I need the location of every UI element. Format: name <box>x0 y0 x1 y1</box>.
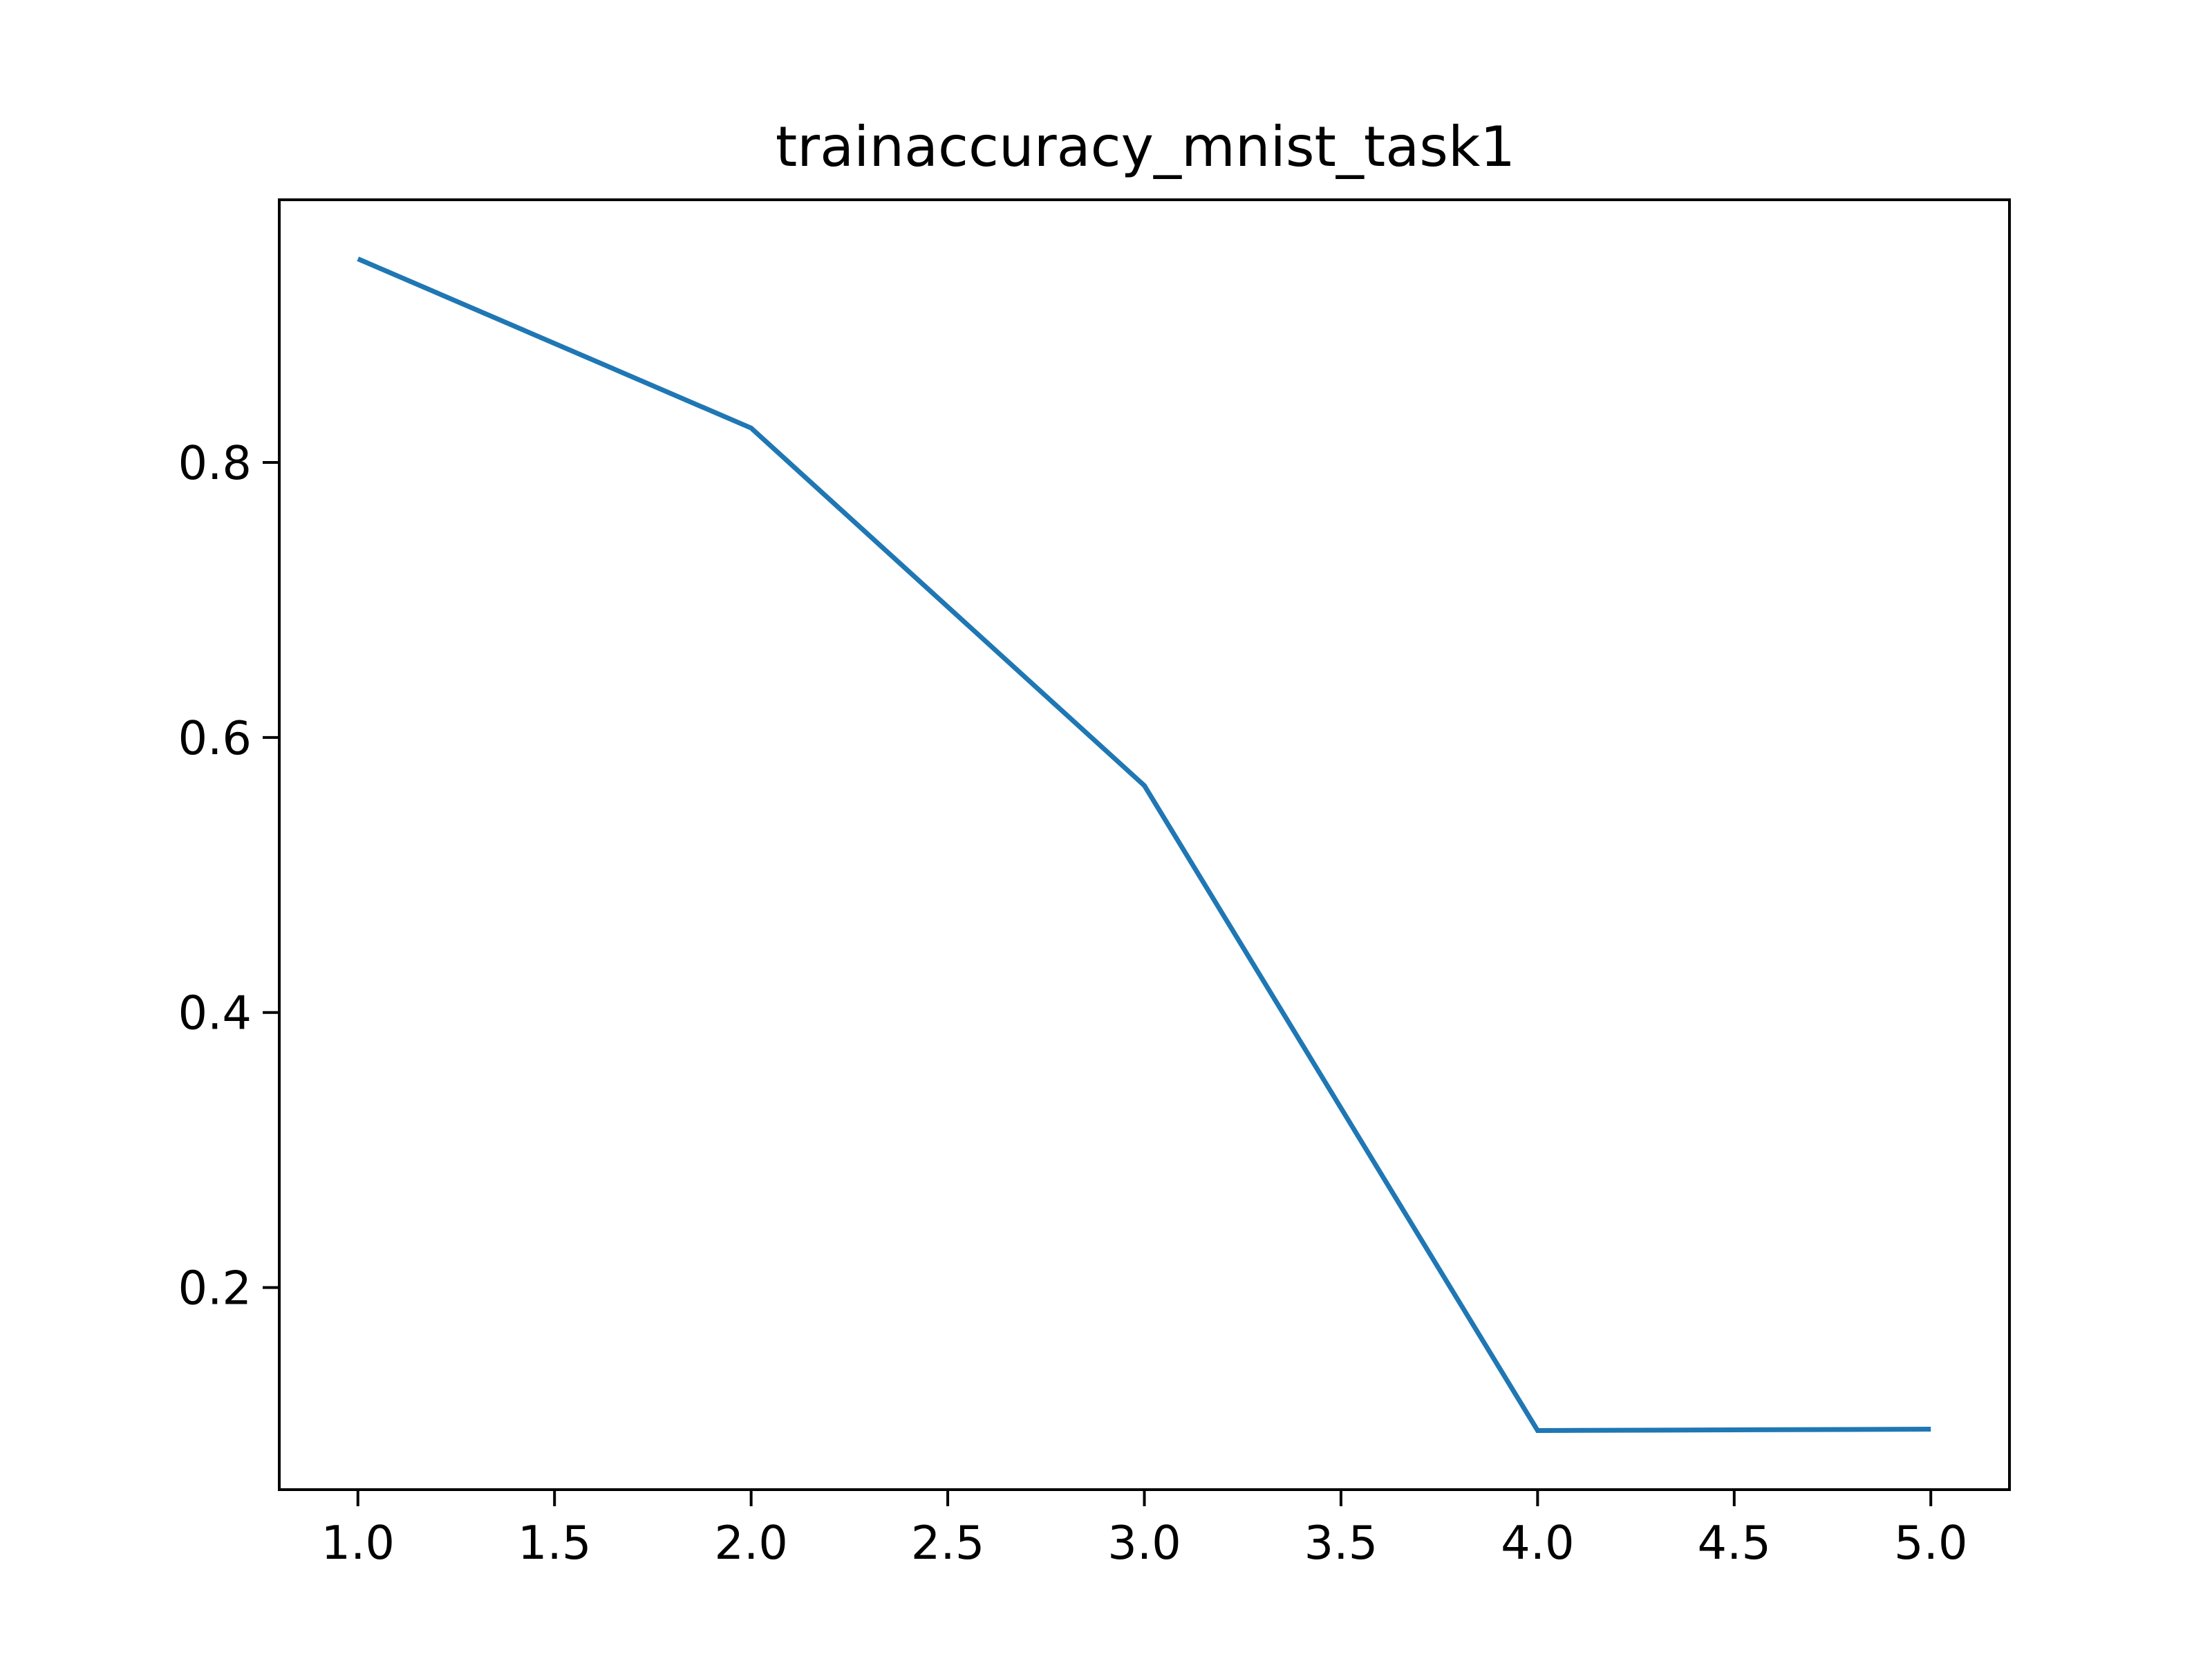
y-tick-label: 0.6 <box>178 711 252 765</box>
data-point <box>1144 785 1145 786</box>
x-tick-label: 4.0 <box>1501 1516 1575 1570</box>
x-tick-label: 3.5 <box>1304 1516 1378 1570</box>
x-tick-label: 5.0 <box>1894 1516 1968 1570</box>
data-point <box>751 427 752 429</box>
data-point <box>357 259 359 260</box>
data-point <box>1930 1428 1931 1430</box>
x-tick-label: 2.0 <box>714 1516 788 1570</box>
chart-title: trainaccuracy_mnist_task1 <box>776 115 1515 179</box>
x-tick-label: 2.5 <box>911 1516 985 1570</box>
data-point <box>1537 1430 1538 1431</box>
y-tick-label: 0.8 <box>178 436 252 490</box>
x-tick-label: 4.5 <box>1698 1516 1772 1570</box>
y-tick-label: 0.2 <box>178 1262 252 1315</box>
x-tick-label: 1.5 <box>518 1516 592 1570</box>
y-tick-label: 0.4 <box>178 986 252 1040</box>
x-tick-label: 1.0 <box>321 1516 395 1570</box>
x-tick-label: 3.0 <box>1107 1516 1181 1570</box>
